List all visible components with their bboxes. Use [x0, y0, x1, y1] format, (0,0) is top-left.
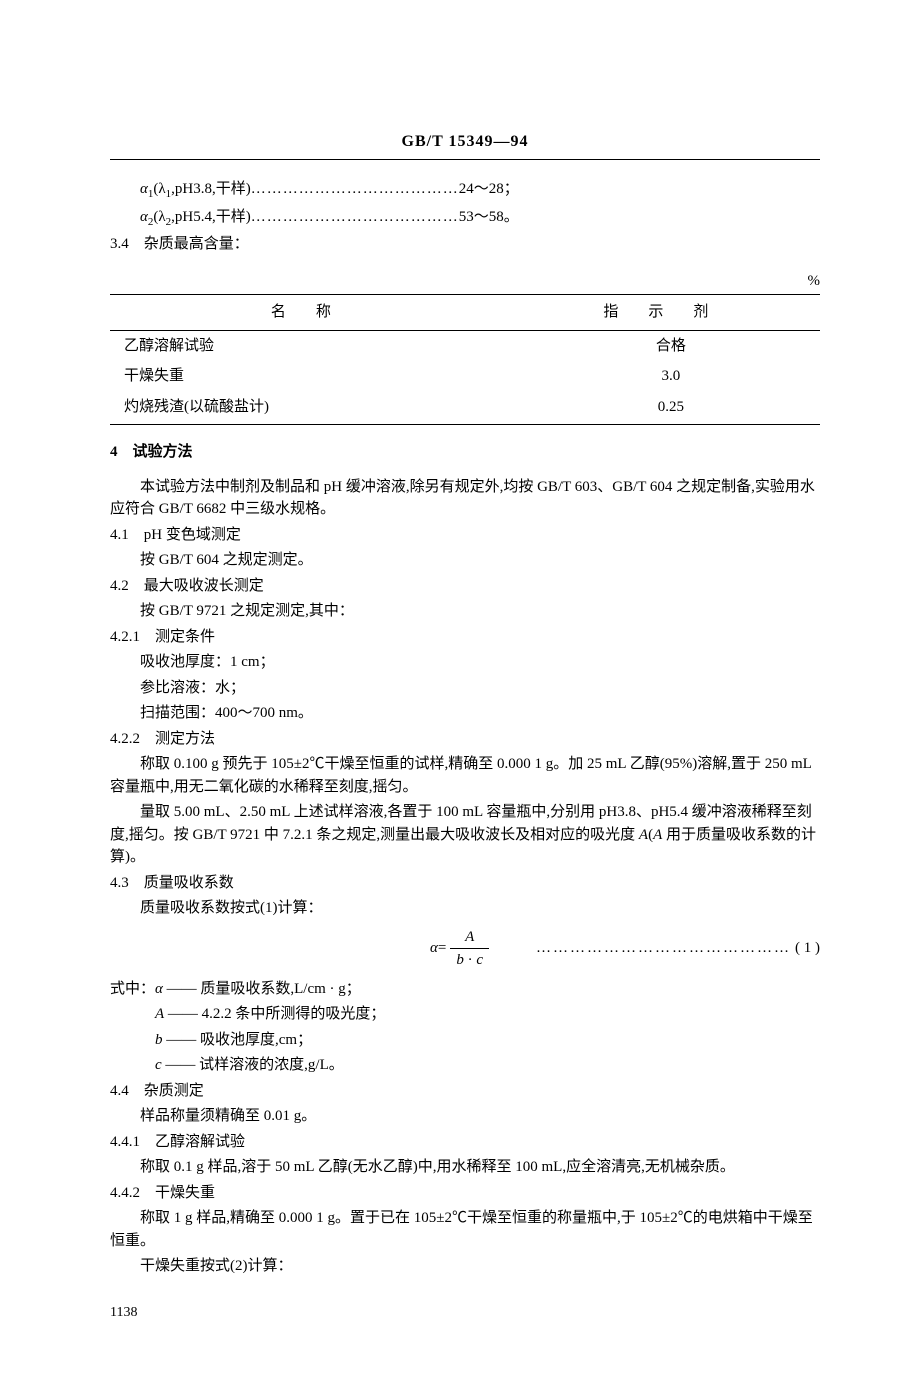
- header-rule: [110, 159, 820, 160]
- sec-3-4: 3.4 杂质最高含量：: [110, 233, 820, 256]
- sec442-p1: 称取 1 g 样品,精确至 0.000 1 g。置于已在 105±2℃干燥至恒重…: [110, 1207, 820, 1252]
- sec-4-1: 4.1 pH 变色域测定: [110, 524, 820, 547]
- formula-1: α = A b · c ……………………………………… ( 1 ): [110, 926, 820, 972]
- sec-4-heading: 4 试验方法: [110, 441, 820, 464]
- sec441-body: 称取 0.1 g 样品,溶于 50 mL 乙醇(无水乙醇)中,用水稀释至 100…: [110, 1156, 820, 1179]
- table-row: 乙醇溶解试验 合格: [110, 330, 820, 361]
- sec-4-2-1: 4.2.1 测定条件: [110, 626, 820, 649]
- sec-4-2-2: 4.2.2 测定方法: [110, 728, 820, 751]
- sec421-l3: 扫描范围：400～700 nm。: [110, 702, 820, 725]
- alpha1-line: α1(λ1,pH3.8,干样)…………………………………24～28；: [110, 178, 820, 203]
- sec422-p1: 称取 0.100 g 预先于 105±2℃干燥至恒重的试样,精确至 0.000 …: [110, 753, 820, 798]
- sec44-body: 样品称量须精确至 0.01 g。: [110, 1105, 820, 1128]
- sec-4-4: 4.4 杂质测定: [110, 1080, 820, 1103]
- alpha2-line: α2(λ2,pH5.4,干样)…………………………………53～58。: [110, 206, 820, 231]
- sec-4-2: 4.2 最大吸收波长测定: [110, 575, 820, 598]
- table-col-indicator: 指示剂: [522, 295, 820, 331]
- sec421-l2: 参比溶液：水；: [110, 677, 820, 700]
- sec4-intro: 本试验方法中制剂及制品和 pH 缓冲溶液,除另有规定外,均按 GB/T 603、…: [110, 476, 820, 521]
- table-col-name: 名称: [110, 295, 522, 331]
- def-b: b —— 吸收池厚度,cm；: [155, 1029, 820, 1052]
- percent-symbol: %: [110, 270, 820, 293]
- sec-4-4-1: 4.4.1 乙醇溶解试验: [110, 1131, 820, 1154]
- impurity-table: 名称 指示剂 乙醇溶解试验 合格 干燥失重 3.0 灼烧残渣(以硫酸盐计) 0.…: [110, 294, 820, 425]
- doc-header: GB/T 15349—94: [110, 130, 820, 154]
- sec442-p2: 干燥失重按式(2)计算：: [110, 1255, 820, 1278]
- def-A: A —— 4.2.2 条中所测得的吸光度；: [155, 1003, 820, 1026]
- sec-4-3: 4.3 质量吸收系数: [110, 872, 820, 895]
- sec-4-4-2: 4.4.2 干燥失重: [110, 1182, 820, 1205]
- sec-4-2-body: 按 GB/T 9721 之规定测定,其中：: [110, 600, 820, 623]
- sec-4-1-body: 按 GB/T 604 之规定测定。: [110, 549, 820, 572]
- sec422-p2: 量取 5.00 mL、2.50 mL 上述试样溶液,各置于 100 mL 容量瓶…: [110, 801, 820, 869]
- def-c: c —— 试样溶液的浓度,g/L。: [155, 1054, 820, 1077]
- table-row: 干燥失重 3.0: [110, 361, 820, 392]
- sec43-intro: 质量吸收系数按式(1)计算：: [110, 897, 820, 920]
- defs-head: 式中：α —— 质量吸收系数,L/cm · g；: [110, 978, 820, 1001]
- sec421-l1: 吸收池厚度：1 cm；: [110, 651, 820, 674]
- table-row: 灼烧残渣(以硫酸盐计) 0.25: [110, 392, 820, 425]
